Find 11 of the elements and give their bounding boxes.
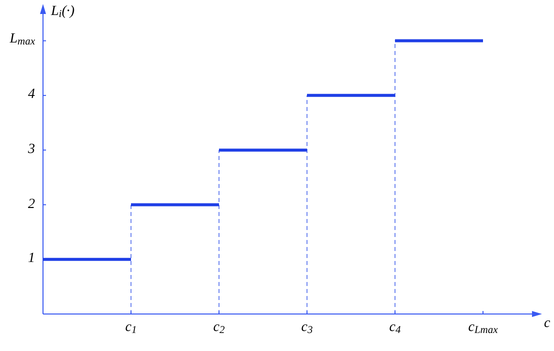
x-tick-label: c$_{3}$ — [301, 320, 313, 338]
y-tick-label: 2 — [28, 196, 35, 213]
y-tick-label: 3 — [28, 142, 35, 158]
y-tick-label: 4 — [28, 87, 35, 104]
y-tick-label: L$_{max}$ — [10, 31, 35, 50]
x-axis-title: c — [544, 316, 550, 332]
x-tick-label: c$_{2}$ — [213, 320, 225, 338]
x-tick-label: c$_{1}$ — [125, 320, 137, 338]
y-axis-title: L$_{i}$(·) — [51, 4, 75, 22]
y-tick-label: 1 — [28, 251, 35, 268]
x-tick-label: c$_{4}$ — [389, 320, 401, 338]
